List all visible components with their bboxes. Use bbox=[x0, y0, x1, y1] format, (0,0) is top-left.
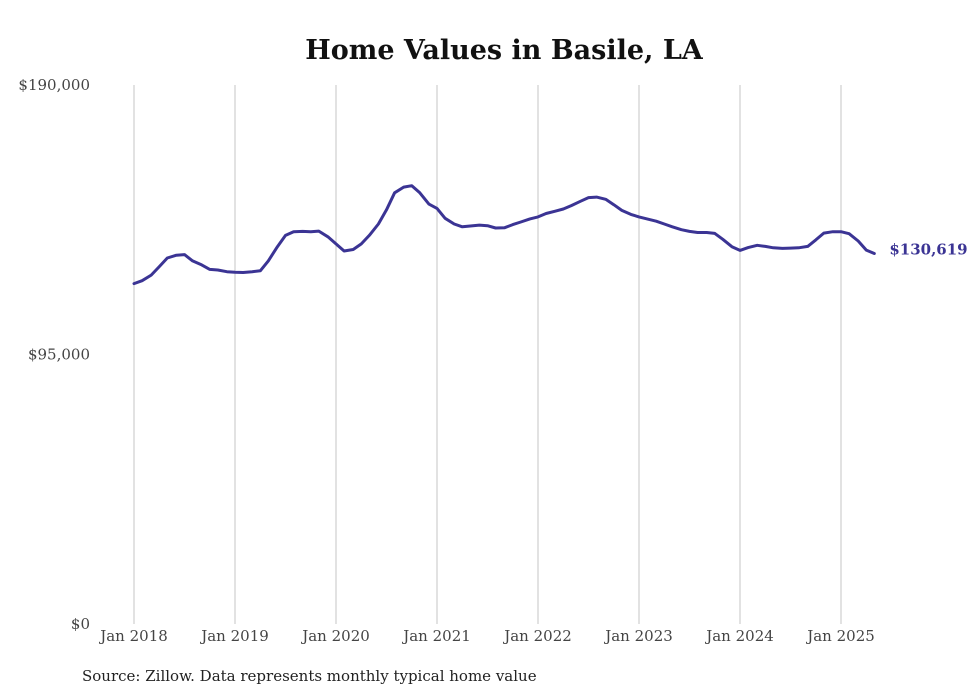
x-axis-ticks: Jan 2018 Jan 2019 Jan 2020 Jan 2021 Jan 2022… bbox=[98, 627, 875, 645]
x-tick-label-3: Jan 2021 bbox=[401, 627, 471, 645]
x-tick-label-5: Jan 2023 bbox=[603, 627, 673, 645]
x-tick-label-0: Jan 2018 bbox=[98, 627, 168, 645]
y-tick-label-2: $190,000 bbox=[18, 76, 90, 94]
x-tick-label-4: Jan 2022 bbox=[502, 627, 572, 645]
x-tick-label-2: Jan 2020 bbox=[300, 627, 370, 645]
x-tick-label-1: Jan 2019 bbox=[199, 627, 269, 645]
y-tick-label-1: $95,000 bbox=[28, 346, 90, 364]
end-value-label: $130,619 bbox=[889, 240, 967, 258]
y-axis-ticks: $0 $95,000 $190,000 bbox=[18, 76, 90, 633]
grid-lines bbox=[133, 85, 842, 624]
x-tick-label-7: Jan 2025 bbox=[805, 627, 875, 645]
chart-title: Home Values in Basile, LA bbox=[305, 35, 704, 66]
y-tick-label-0: $0 bbox=[71, 615, 90, 633]
home-value-series-line bbox=[132, 184, 876, 286]
x-tick-label-6: Jan 2024 bbox=[704, 627, 774, 645]
source-note: Source: Zillow. Data represents monthly … bbox=[82, 667, 537, 685]
